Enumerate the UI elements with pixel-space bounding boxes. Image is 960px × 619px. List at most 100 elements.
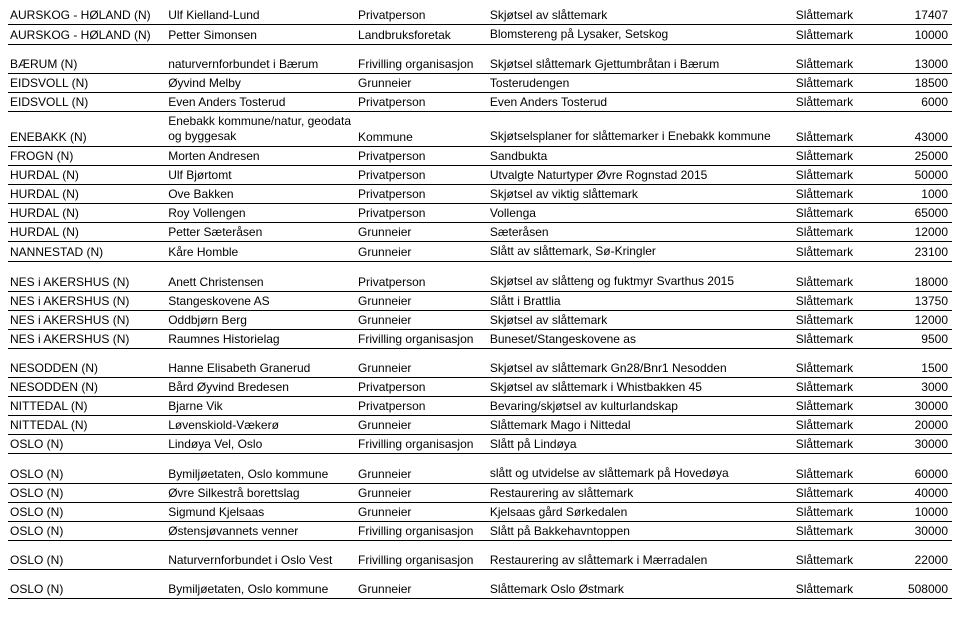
table-row: BÆRUM (N)naturvernforbundet i BærumFrivi… (8, 55, 952, 74)
table-row: NITTEDAL (N)Bjarne VikPrivatpersonBevari… (8, 397, 952, 416)
cell-project: Skjøtselsplaner for slåttemarker i Eneba… (488, 112, 794, 147)
section-gap-cell (8, 541, 952, 552)
table-row: OSLO (N)Østensjøvannets vennerFrivilling… (8, 522, 952, 541)
cell-municipality: NITTEDAL (N) (8, 397, 166, 416)
cell-category: Slåttemark (794, 503, 878, 522)
cell-amount: 13750 (878, 292, 952, 311)
cell-project: Buneset/Stangeskovene as (488, 330, 794, 349)
table-row: OSLO (N)Lindøya Vel, OsloFrivilling orga… (8, 435, 952, 454)
cell-amount: 25000 (878, 147, 952, 166)
cell-amount: 30000 (878, 522, 952, 541)
cell-applicant-type: Privatperson (356, 147, 488, 166)
cell-category: Slåttemark (794, 551, 878, 570)
cell-applicant: Ove Bakken (166, 185, 356, 204)
cell-amount: 12000 (878, 223, 952, 242)
section-gap (8, 541, 952, 552)
cell-amount: 1000 (878, 185, 952, 204)
cell-category: Slåttemark (794, 416, 878, 435)
cell-project: Sandbukta (488, 147, 794, 166)
cell-applicant-type: Privatperson (356, 204, 488, 223)
table-row: NES i AKERSHUS (N)Anett ChristensenPriva… (8, 272, 952, 292)
cell-municipality: EIDSVOLL (N) (8, 74, 166, 93)
cell-project: Vollenga (488, 204, 794, 223)
cell-project: Slått på Lindøya (488, 435, 794, 454)
cell-project: Slåttemark Oslo Østmark (488, 580, 794, 599)
cell-municipality: ENEBAKK (N) (8, 112, 166, 147)
cell-municipality: FROGN (N) (8, 147, 166, 166)
cell-category: Slåttemark (794, 330, 878, 349)
cell-applicant: Bymiljøetaten, Oslo kommune (166, 464, 356, 484)
cell-municipality: HURDAL (N) (8, 204, 166, 223)
cell-municipality: NESODDEN (N) (8, 359, 166, 378)
table-row: FROGN (N)Morten AndresenPrivatpersonSand… (8, 147, 952, 166)
section-gap (8, 45, 952, 56)
cell-municipality: BÆRUM (N) (8, 55, 166, 74)
cell-applicant-type: Grunneier (356, 464, 488, 484)
section-gap (8, 454, 952, 465)
cell-project: Skjøtsel av slåttemark (488, 311, 794, 330)
cell-applicant-type: Grunneier (356, 74, 488, 93)
cell-amount: 60000 (878, 464, 952, 484)
cell-project: Slått i Brattlia (488, 292, 794, 311)
section-gap-cell (8, 454, 952, 465)
cell-project: Restaurering av slåttemark (488, 484, 794, 503)
cell-applicant: naturvernforbundet i Bærum (166, 55, 356, 74)
cell-category: Slåttemark (794, 25, 878, 45)
cell-applicant-type: Grunneier (356, 503, 488, 522)
cell-municipality: HURDAL (N) (8, 223, 166, 242)
cell-amount: 13000 (878, 55, 952, 74)
cell-applicant-type: Frivilling organisasjon (356, 55, 488, 74)
cell-amount: 1500 (878, 359, 952, 378)
cell-municipality: OSLO (N) (8, 435, 166, 454)
cell-municipality: OSLO (N) (8, 484, 166, 503)
table-row: NITTEDAL (N)Løvenskiold-VækerøGrunneierS… (8, 416, 952, 435)
cell-category: Slåttemark (794, 204, 878, 223)
cell-municipality: OSLO (N) (8, 503, 166, 522)
cell-applicant: Øyvind Melby (166, 74, 356, 93)
cell-municipality: AURSKOG - HØLAND (N) (8, 6, 166, 25)
table-row: EIDSVOLL (N)Øyvind MelbyGrunneierTosteru… (8, 74, 952, 93)
cell-applicant-type: Landbruksforetak (356, 25, 488, 45)
cell-applicant: Hanne Elisabeth Granerud (166, 359, 356, 378)
table-row: OSLO (N)Bymiljøetaten, Oslo kommuneGrunn… (8, 464, 952, 484)
cell-amount: 43000 (878, 112, 952, 147)
cell-applicant-type: Privatperson (356, 397, 488, 416)
cell-applicant-type: Grunneier (356, 292, 488, 311)
table-row: HURDAL (N)Petter SæteråsenGrunneierSæter… (8, 223, 952, 242)
cell-municipality: OSLO (N) (8, 551, 166, 570)
cell-category: Slåttemark (794, 397, 878, 416)
cell-applicant: Raumnes Historielag (166, 330, 356, 349)
cell-project: Skjøtsel av slåttemark Gn28/Bnr1 Nesodde… (488, 359, 794, 378)
cell-applicant-type: Grunneier (356, 484, 488, 503)
cell-project: Sæteråsen (488, 223, 794, 242)
section-gap-cell (8, 262, 952, 273)
cell-project: Blomstereng på Lysaker, Setskog (488, 25, 794, 45)
cell-applicant-type: Privatperson (356, 6, 488, 25)
cell-category: Slåttemark (794, 292, 878, 311)
cell-project: Slåttemark Mago i Nittedal (488, 416, 794, 435)
cell-applicant: Østensjøvannets venner (166, 522, 356, 541)
cell-category: Slåttemark (794, 74, 878, 93)
table-row: HURDAL (N)Ove BakkenPrivatpersonSkjøtsel… (8, 185, 952, 204)
cell-applicant-type: Privatperson (356, 93, 488, 112)
cell-municipality: NES i AKERSHUS (N) (8, 311, 166, 330)
cell-category: Slåttemark (794, 93, 878, 112)
table-row: NES i AKERSHUS (N)Stangeskovene ASGrunne… (8, 292, 952, 311)
table-row: OSLO (N)Bymiljøetaten, Oslo kommuneGrunn… (8, 580, 952, 599)
cell-municipality: AURSKOG - HØLAND (N) (8, 25, 166, 45)
cell-municipality: OSLO (N) (8, 580, 166, 599)
cell-applicant: Anett Christensen (166, 272, 356, 292)
cell-applicant: Morten Andresen (166, 147, 356, 166)
cell-category: Slåttemark (794, 272, 878, 292)
cell-category: Slåttemark (794, 166, 878, 185)
cell-applicant-type: Privatperson (356, 378, 488, 397)
section-gap-cell (8, 45, 952, 56)
section-gap (8, 349, 952, 360)
cell-project: Bevaring/skjøtsel av kulturlandskap (488, 397, 794, 416)
cell-municipality: HURDAL (N) (8, 185, 166, 204)
cell-category: Slåttemark (794, 580, 878, 599)
cell-applicant-type: Privatperson (356, 185, 488, 204)
cell-amount: 50000 (878, 166, 952, 185)
table-row: OSLO (N)Sigmund KjelsaasGrunneierKjelsaa… (8, 503, 952, 522)
cell-category: Slåttemark (794, 359, 878, 378)
